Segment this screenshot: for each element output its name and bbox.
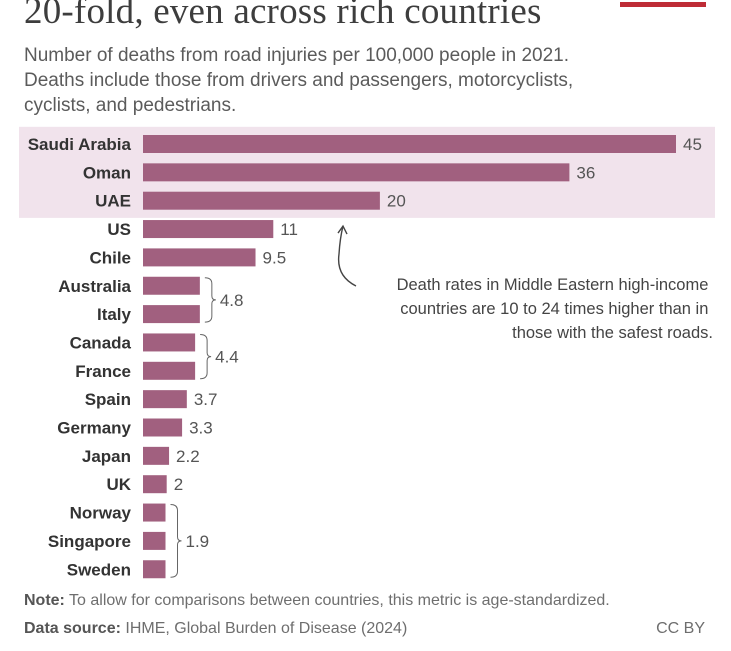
annotation-arrowhead <box>337 224 348 235</box>
category-label: Canada <box>70 333 132 352</box>
category-label: Saudi Arabia <box>28 135 132 154</box>
category-label: UAE <box>95 192 131 211</box>
bar <box>143 418 183 437</box>
bar <box>143 163 570 182</box>
category-label: Australia <box>58 277 131 296</box>
category-label: US <box>107 220 131 239</box>
group-brackets: 4.8 4.4 1.9 <box>170 277 244 578</box>
category-label: France <box>75 362 131 381</box>
bar <box>143 531 166 550</box>
bar <box>143 220 274 239</box>
note-text: To allow for comparisons between countri… <box>64 592 610 609</box>
note-label: Note: <box>24 592 65 609</box>
bar <box>143 248 256 267</box>
chart-title: 20-fold, even across rich countries <box>24 0 542 32</box>
group-bracket <box>204 277 216 323</box>
annotation-text: Death rates in Middle Eastern high-incom… <box>397 276 713 342</box>
value-label: 20 <box>387 192 406 211</box>
source-label: Data source: <box>24 620 121 637</box>
category-label: Chile <box>89 248 131 267</box>
footnote: Note: To allow for comparisons between c… <box>24 592 610 610</box>
license-label: CC BY <box>656 620 705 637</box>
value-labels-group: 45 36 20 11 9.5 3.7 3.3 2.2 2 <box>174 135 702 494</box>
category-label: Sweden <box>67 560 131 579</box>
group-value-label: 4.4 <box>215 348 239 367</box>
bar <box>143 276 200 295</box>
group-bracket <box>170 504 182 578</box>
annotation-line: Death rates in Middle Eastern high-incom… <box>397 276 709 294</box>
bar <box>143 333 196 352</box>
category-label: Italy <box>97 305 132 324</box>
category-label: Oman <box>83 163 131 182</box>
value-label: 45 <box>683 135 702 154</box>
value-label: 3.3 <box>189 419 213 438</box>
value-label: 9.5 <box>263 248 287 267</box>
bar <box>143 475 167 494</box>
annotation-line: those with the safest roads. <box>512 324 713 342</box>
annotation-arrow <box>337 225 357 287</box>
source-text: IHME, Global Burden of Disease (2024) <box>120 620 408 637</box>
value-label: 2.2 <box>176 447 200 466</box>
group-value-label: 4.8 <box>220 291 244 310</box>
category-label: Spain <box>85 390 131 409</box>
category-label: Singapore <box>48 532 131 551</box>
bar <box>143 305 200 324</box>
subtitle-line: cyclists, and pedestrians. <box>24 95 237 116</box>
bar <box>143 503 166 522</box>
category-label: Norway <box>70 504 132 523</box>
category-labels-group: Saudi Arabia Oman UAE US Chile Australia Italy… <box>28 135 132 579</box>
subtitle-line: Number of deaths from road injuries per … <box>24 45 570 66</box>
value-label: 11 <box>280 220 298 239</box>
bar <box>143 135 676 153</box>
value-label: 3.7 <box>194 390 218 409</box>
data-source: Data source: IHME, Global Burden of Dise… <box>24 620 407 638</box>
bar <box>143 446 170 465</box>
chart-subtitle: Number of deaths from road injuries per … <box>24 43 704 118</box>
subtitle-line: Deaths include those from drivers and pa… <box>24 70 574 91</box>
bar <box>143 361 196 380</box>
annotation-line: countries are 10 to 24 times higher than… <box>400 300 708 318</box>
group-value-label: 1.9 <box>186 532 210 551</box>
category-label: Japan <box>82 447 131 466</box>
value-label: 2 <box>174 475 183 494</box>
category-label: Germany <box>57 419 131 438</box>
bar <box>143 560 166 579</box>
accent-bar <box>620 2 706 7</box>
bar <box>143 390 187 409</box>
group-bracket <box>200 333 212 380</box>
bars-group <box>143 135 676 579</box>
value-label: 36 <box>576 163 595 182</box>
bar <box>143 191 380 210</box>
category-label: UK <box>106 475 131 494</box>
